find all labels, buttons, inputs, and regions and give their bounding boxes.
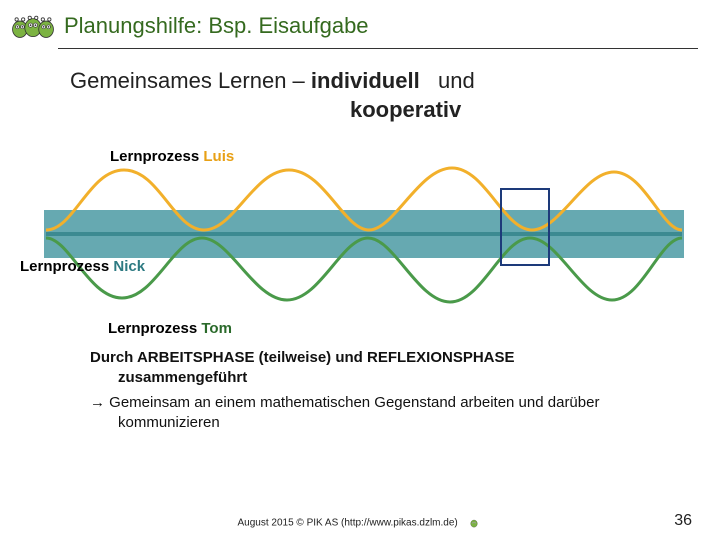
body-item-1b: zusammengeführt	[118, 369, 247, 386]
process-diagram: Lernprozess Luis Lernprozess Nick Lernpr…	[0, 148, 720, 338]
body-item-1a: Durch ARBEITSPHASE (teilweise) und REFLE…	[90, 349, 515, 366]
label-nick-name: Nick	[113, 258, 145, 275]
footer-text: August 2015 © PIK AS (http://www.pikas.d…	[237, 518, 457, 529]
mascot-logo	[8, 8, 58, 44]
subtitle-part-a: Gemeinsames Lernen –	[70, 68, 311, 93]
body-text: Durch ARBEITSPHASE (teilweise) und REFLE…	[90, 348, 650, 433]
footer-mascot-icon	[465, 516, 483, 530]
focus-box	[500, 188, 550, 266]
subtitle-part-c: und	[420, 68, 475, 93]
body-item-2: → Gemeinsam an einem mathematischen Gege…	[90, 393, 650, 434]
title-underline	[58, 48, 698, 49]
label-tom-prefix: Lernprozess	[108, 320, 201, 337]
page-number: 36	[674, 512, 692, 530]
footer: August 2015 © PIK AS (http://www.pikas.d…	[0, 516, 720, 530]
label-tom: Lernprozess Tom	[108, 320, 232, 337]
label-nick-prefix: Lernprozess	[20, 258, 113, 275]
label-nick: Lernprozess Nick	[20, 258, 145, 275]
label-tom-name: Tom	[201, 320, 232, 337]
body-item-2a: Gemeinsam an einem mathematischen Gegens…	[105, 394, 599, 411]
arrow-icon: →	[90, 394, 105, 411]
page-title: Planungshilfe: Bsp. Eisaufgabe	[64, 13, 369, 39]
subtitle-bold-2: kooperativ	[350, 97, 461, 122]
subtitle-bold-1: individuell	[311, 68, 420, 93]
subtitle: Gemeinsames Lernen – individuell und koo…	[70, 67, 720, 124]
wave-lines	[44, 160, 684, 310]
body-item-2b: kommunizieren	[90, 413, 650, 433]
body-item-1: Durch ARBEITSPHASE (teilweise) und REFLE…	[90, 348, 650, 389]
